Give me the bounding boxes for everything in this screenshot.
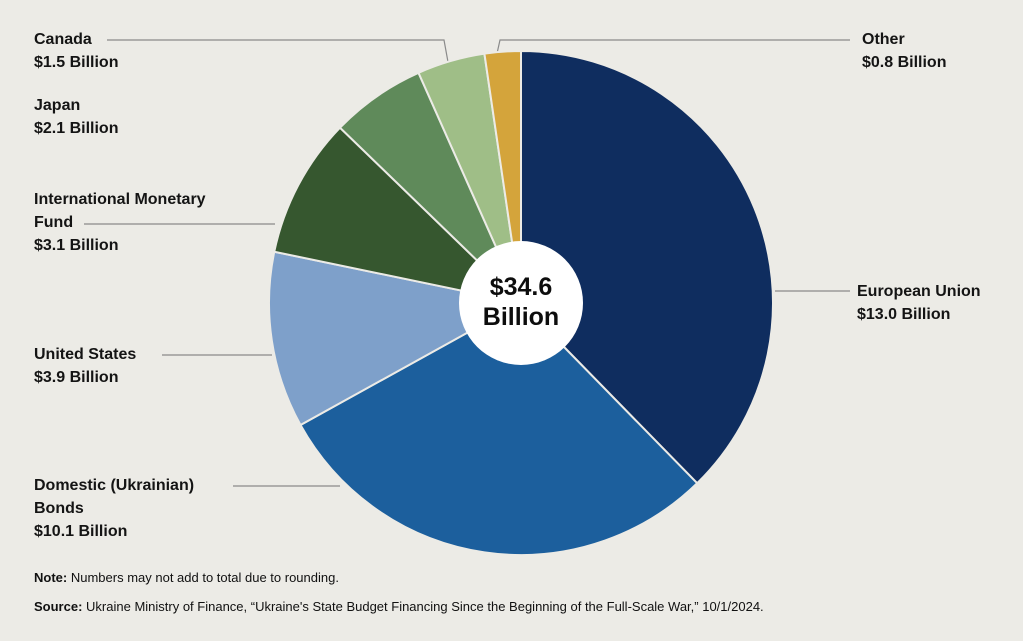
note-label: Note: (34, 570, 68, 585)
label-imf-value: $3.1 Billion (34, 237, 119, 254)
chart-source: Source: Ukraine Ministry of Finance, “Uk… (34, 599, 764, 614)
label-imf-name-line1: International Monetary (34, 191, 206, 208)
pie-slice-international-monetary-fund (273, 126, 525, 305)
label-us-name: United States (34, 346, 137, 363)
label-domestic-name-line2: Bonds (34, 500, 84, 517)
center-hole (459, 241, 583, 365)
label-imf-name-line2: Fund (34, 214, 74, 231)
label-japan: Japan $2.1 Billion (34, 94, 118, 140)
label-canada-name: Canada (34, 31, 92, 48)
source-text: Ukraine Ministry of Finance, “Ukraine's … (86, 599, 764, 614)
pie-slice-european-union (520, 49, 774, 485)
label-eu-value: $13.0 Billion (857, 306, 951, 323)
label-imf: International Monetary Fund $3.1 Billion (34, 188, 206, 257)
label-us: United States $3.9 Billion (34, 343, 136, 389)
label-other-value: $0.8 Billion (862, 54, 947, 71)
label-eu-name: European Union (857, 283, 981, 300)
label-domestic-name-line1: Domestic (Ukrainian) (34, 477, 195, 494)
pie-slice-other (483, 49, 522, 304)
label-canada: Canada $1.5 Billion (34, 28, 118, 74)
label-other: Other $0.8 Billion (862, 28, 946, 74)
label-eu: European Union $13.0 Billion (857, 280, 981, 326)
label-japan-value: $2.1 Billion (34, 120, 119, 137)
label-japan-name: Japan (34, 97, 81, 114)
note-text: Numbers may not add to total due to roun… (70, 570, 339, 585)
pie-slice-united-states (268, 250, 524, 427)
label-domestic-value: $10.1 Billion (34, 523, 128, 540)
source-label: Source: (34, 599, 83, 614)
label-other-name: Other (862, 31, 905, 48)
pie-slices (268, 49, 774, 556)
total-label: $34.6 Billion (461, 272, 581, 332)
label-domestic: Domestic (Ukrainian) Bonds $10.1 Billion (34, 474, 194, 543)
pie-slice-domestic-ukrainian-bonds (299, 301, 699, 556)
label-us-value: $3.9 Billion (34, 369, 119, 386)
leader-line-canada (107, 39, 449, 63)
label-canada-value: $1.5 Billion (34, 54, 119, 71)
total-unit: Billion (482, 303, 560, 331)
chart-note: Note: Numbers may not add to total due t… (34, 570, 339, 585)
total-value: $34.6 (489, 273, 553, 301)
